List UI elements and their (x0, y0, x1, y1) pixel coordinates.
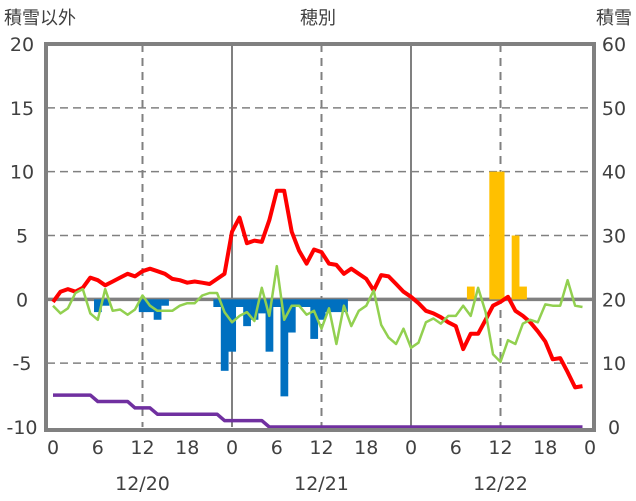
x-tick-label: 0 (47, 437, 59, 459)
orange-bars-bar (496, 171, 505, 300)
right-tick-label: 60 (602, 34, 626, 56)
right-tick-label: 40 (602, 162, 626, 184)
left-tick-label: -5 (13, 353, 32, 375)
x-tick-label: 0 (226, 437, 238, 459)
blue-bars-bar (101, 299, 110, 306)
blue-bars-bar (228, 299, 237, 352)
x-tick-label: 12 (488, 437, 512, 459)
right-tick-label: 30 (602, 226, 626, 248)
plot-border (44, 42, 596, 432)
right-tick-label: 20 (602, 289, 626, 311)
date-label: 12/21 (294, 473, 349, 495)
right-tick-label: 0 (608, 417, 620, 439)
x-tick-label: 18 (533, 437, 557, 459)
right-axis-title: 積雪 (596, 8, 632, 29)
right-tick-label: 50 (602, 98, 626, 120)
plot-frame (44, 42, 596, 432)
blue-bars-bar (280, 299, 289, 397)
blue-bars-bar (213, 299, 222, 307)
blue-bars-bar (138, 299, 147, 313)
blue-bars-bar (220, 299, 229, 371)
date-label: 12/22 (473, 473, 528, 495)
blue-bars-bar (287, 299, 296, 333)
blue-bars-bar (325, 299, 333, 313)
x-tick-label: 6 (450, 437, 462, 459)
gridlines (47, 44, 593, 427)
blue-bars-bar (332, 299, 341, 313)
orange-bars-bar (519, 286, 527, 300)
x-tick-label: 6 (92, 437, 104, 459)
date-label: 12/20 (115, 473, 170, 495)
blue-bars-bar (273, 299, 281, 307)
x-tick-label: 18 (175, 437, 199, 459)
orange-bars-bar (489, 171, 498, 300)
blue-bars-bar (258, 299, 266, 314)
left-axis-title: 積雪以外 (4, 8, 76, 29)
left-tick-label: 10 (10, 162, 34, 184)
x-tick-label: 18 (354, 437, 378, 459)
orange-bars-bar (511, 235, 520, 300)
orange-bars-bar (466, 286, 475, 300)
left-tick-label: 20 (10, 34, 34, 56)
blue-bars-bar (302, 299, 311, 307)
blue-bars-bar (295, 299, 304, 307)
left-tick-label: 5 (16, 226, 28, 248)
green-series-line (52, 264, 583, 364)
blue-bars-bar (250, 299, 259, 320)
series-lines (51, 188, 583, 429)
blue-bars-bar (310, 299, 319, 339)
x-tick-label: 12 (130, 437, 154, 459)
blue-bars-bar (235, 299, 244, 307)
blue-bars-bar (317, 299, 326, 320)
left-tick-label: 0 (16, 289, 28, 311)
left-tick-label: 15 (10, 98, 34, 120)
x-tick-label: 6 (271, 437, 283, 459)
blue-bars-bar (265, 299, 274, 352)
chart-title: 穂別 (300, 8, 336, 29)
blue-bars-bar (161, 299, 169, 306)
x-tick-label: 0 (405, 437, 417, 459)
bars (94, 171, 527, 397)
right-tick-label: 10 (602, 353, 626, 375)
temperature-line (51, 188, 583, 390)
snow-depth-line (53, 393, 583, 429)
left-tick-label: -10 (6, 417, 37, 439)
x-tick-label: 12 (309, 437, 333, 459)
x-tick-label: 0 (584, 437, 596, 459)
blue-bars-bar (94, 299, 102, 313)
